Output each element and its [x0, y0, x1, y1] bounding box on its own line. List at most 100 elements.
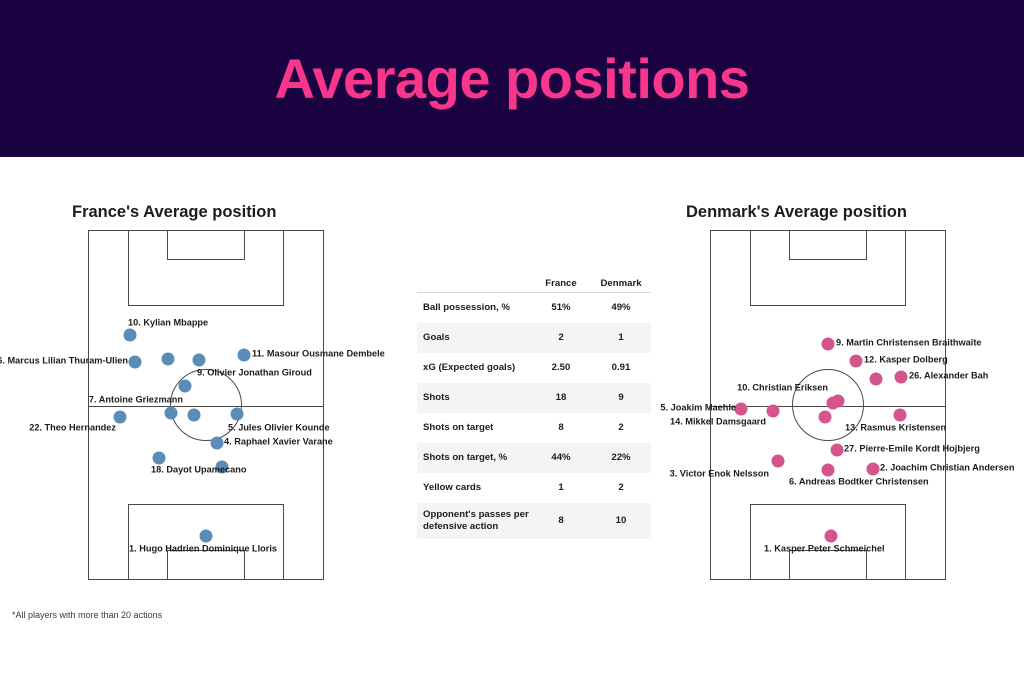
player-dot [237, 348, 251, 362]
stats-value-denmark: 2 [618, 422, 624, 433]
stats-metric-label: Yellow cards [423, 481, 482, 493]
player-label: 5. Joakim Maehle [660, 402, 736, 413]
bottom-goal-area [789, 550, 867, 581]
page-title: Average positions [274, 47, 750, 110]
player-label: 1. Kasper Peter Schmeichel [764, 543, 885, 554]
player-label: 9. Olivier Jonathan Giroud [197, 367, 312, 378]
stats-value-france: 51% [551, 302, 571, 314]
stats-value-france: 2 [558, 332, 564, 343]
stats-value-denmark: 0.91 [611, 362, 631, 373]
player-dot [821, 463, 835, 477]
stats-metric-label: Shots [423, 391, 450, 403]
player-label: 4. Raphael Xavier Varane [224, 436, 333, 447]
player-label: 10. Kylian Mbappe [128, 317, 209, 328]
denmark-panel-title: Denmark's Average position [686, 203, 907, 221]
stats-value-denmark: 9 [618, 392, 624, 403]
centre-circle [170, 369, 242, 441]
content-area: France's Average position Denmark's Aver… [0, 157, 1024, 683]
player-label: 5. Jules Olivier Kounde [228, 422, 330, 433]
player-dot [215, 460, 229, 474]
player-dot [849, 354, 863, 368]
stats-value-france: 44% [551, 452, 571, 463]
stats-row: Shots on target 8 2 [417, 413, 651, 443]
player-label: 11. Masour Ousmane Dembele [252, 348, 385, 359]
player-dot [734, 402, 748, 416]
player-dot [113, 410, 127, 424]
top-goal-area [167, 229, 245, 260]
player-label: 2. Joachim Christian Andersen [880, 462, 1015, 473]
stats-col-metric [417, 269, 531, 293]
player-label: 26. Alexander Bah [909, 370, 989, 381]
denmark-pitch [709, 229, 946, 581]
stats-row: Opponent's passes per defensive action 8 1… [417, 502, 651, 539]
player-label: 1. Hugo Hadrien Dominique Lloris [129, 543, 278, 554]
player-dot [230, 407, 244, 421]
stats-value-denmark: 10 [615, 515, 627, 526]
player-label: 3. Victor Enok Nelsson [669, 468, 769, 479]
centre-circle [792, 369, 864, 441]
stats-value-france: 1 [558, 482, 564, 493]
player-dot [210, 436, 224, 450]
player-label: 13. Rasmus Kristensen [845, 422, 947, 433]
bottom-goal-area [167, 550, 245, 581]
footnote: *All players with more than 20 actions [12, 610, 163, 620]
player-dot [818, 410, 832, 424]
stats-metric-label: Ball possession, % [423, 301, 510, 313]
player-label: 27. Pierre-Emile Kordt Hojbjerg [844, 443, 980, 454]
player-dot [830, 443, 844, 457]
stats-metric-label: Opponent's passes per defensive action [423, 508, 529, 532]
player-dot [894, 370, 908, 384]
match-stats-table: France Denmark Ball possession, % 51% 49% G… [417, 269, 651, 539]
stats-value-denmark: 1 [618, 332, 624, 343]
player-dot [831, 394, 845, 408]
player-label: 7. Antoine Griezmann [88, 394, 183, 405]
player-dot [178, 379, 192, 393]
player-dot [866, 462, 880, 476]
top-goal-area [789, 229, 867, 260]
player-label: 18. Dayot Upamecano [151, 464, 247, 475]
player-label: 6. Andreas Bodtker Christensen [789, 476, 929, 487]
player-dot [187, 408, 201, 422]
stats-row: Shots 18 9 [417, 382, 651, 413]
stats-row: Ball possession, % 51% 49% [417, 293, 651, 323]
player-dot [199, 529, 213, 543]
player-label: 12. Kasper Dolberg [864, 354, 948, 365]
stats-value-denmark: 22% [611, 452, 631, 463]
player-dot [869, 372, 883, 386]
stats-value-france: 18 [555, 392, 567, 403]
france-panel-title: France's Average position [72, 203, 277, 221]
stats-row: Yellow cards 1 2 [417, 473, 651, 503]
player-dot [161, 352, 175, 366]
player-dot [824, 529, 838, 543]
player-dot [128, 355, 142, 369]
stats-value-france: 8 [558, 515, 564, 526]
france-pitch [87, 229, 324, 581]
stats-row: Shots on target, % 44% 22% [417, 442, 651, 473]
player-dot [893, 408, 907, 422]
player-label: 10. Christian Eriksen [737, 382, 828, 393]
header-band: Average positions [0, 0, 1024, 157]
player-dot [821, 337, 835, 351]
stats-value-denmark: 49% [611, 302, 631, 314]
stats-col-denmark: Denmark [591, 269, 651, 293]
stats-value-france: 2.50 [551, 362, 571, 373]
player-dot [771, 454, 785, 468]
stats-col-france: France [531, 269, 591, 293]
stats-metric-label: Shots on target [423, 421, 494, 433]
player-label: 9. Martin Christensen Braithwaite [836, 337, 982, 348]
player-label: 22. Theo Hernandez [29, 422, 116, 433]
stats-header-row: France Denmark [417, 269, 651, 293]
stats-metric-label: Goals [423, 331, 450, 343]
stats-row: Goals 2 1 [417, 322, 651, 353]
player-label: 14. Mikkel Damsgaard [669, 416, 766, 427]
player-label: 26. Marcus Lilian Thuram-Ulien [0, 355, 128, 366]
stats-row: xG (Expected goals) 2.50 0.91 [417, 353, 651, 383]
player-dot [192, 353, 206, 367]
player-dot [123, 328, 137, 342]
stats-value-denmark: 2 [618, 482, 624, 493]
player-dot [152, 451, 166, 465]
stats-metric-label: xG (Expected goals) [423, 361, 516, 373]
stats-value-france: 8 [558, 422, 564, 433]
stats-metric-label: Shots on target, % [423, 451, 508, 463]
player-dot [766, 404, 780, 418]
